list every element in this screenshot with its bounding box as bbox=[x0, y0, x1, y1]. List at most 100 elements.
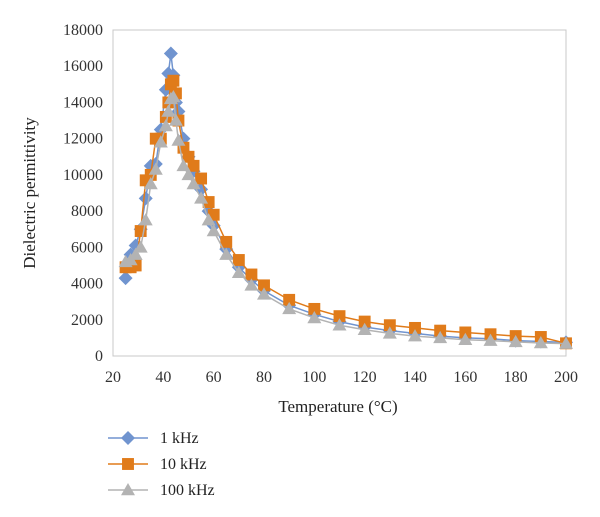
data-point bbox=[129, 259, 142, 272]
legend-label: 100 kHz bbox=[160, 482, 215, 499]
data-point bbox=[118, 271, 133, 286]
data-point bbox=[153, 135, 168, 148]
plot-frame bbox=[112, 29, 567, 357]
x-tick-label: 80 bbox=[256, 369, 272, 386]
data-point bbox=[382, 326, 397, 339]
x-axis-title: Temperature (°C) bbox=[278, 397, 397, 416]
series-10-khz bbox=[119, 74, 572, 350]
data-point bbox=[559, 336, 573, 349]
data-point bbox=[163, 46, 178, 61]
data-point bbox=[177, 141, 190, 154]
legend-marker bbox=[121, 483, 135, 496]
data-point bbox=[206, 224, 221, 237]
data-point bbox=[409, 321, 421, 334]
x-tick-label: 140 bbox=[403, 369, 427, 386]
plot-area-border bbox=[112, 29, 567, 357]
data-point bbox=[168, 113, 183, 126]
series-line bbox=[125, 95, 567, 345]
data-point bbox=[128, 247, 143, 260]
x-tick-label: 20 bbox=[105, 369, 121, 386]
x-tick-label: 60 bbox=[206, 369, 222, 386]
y-tick-label: 2000 bbox=[71, 312, 103, 329]
data-point bbox=[245, 268, 258, 281]
data-point bbox=[357, 322, 372, 335]
data-point bbox=[186, 176, 201, 190]
y-tick-label: 16000 bbox=[63, 58, 103, 75]
data-point bbox=[533, 335, 548, 349]
data-point bbox=[508, 334, 523, 348]
data-point bbox=[138, 191, 153, 206]
legend-item: 10 kHz bbox=[108, 456, 207, 473]
data-point bbox=[333, 310, 346, 323]
data-point bbox=[201, 213, 216, 226]
x-tick-label: 160 bbox=[453, 369, 477, 386]
data-point bbox=[167, 74, 180, 87]
data-point bbox=[138, 213, 153, 226]
y-tick-label: 14000 bbox=[63, 94, 103, 111]
data-point bbox=[166, 90, 181, 103]
data-point bbox=[181, 167, 196, 181]
data-point bbox=[219, 247, 234, 260]
data-point bbox=[161, 104, 176, 117]
data-point bbox=[133, 240, 148, 253]
data-point bbox=[182, 150, 195, 163]
data-point bbox=[483, 333, 498, 346]
data-point bbox=[194, 191, 209, 204]
data-point bbox=[169, 87, 182, 100]
y-tick-label: 12000 bbox=[63, 131, 103, 148]
x-axis-ticks: 20 40 60 80 100 120 140 160 180 200 bbox=[105, 369, 578, 386]
data-point bbox=[187, 159, 200, 172]
series-1-khz bbox=[118, 46, 573, 350]
data-point bbox=[257, 287, 271, 300]
data-point bbox=[408, 329, 422, 342]
legend-label: 1 kHz bbox=[160, 430, 199, 447]
data-point bbox=[358, 315, 371, 328]
data-point bbox=[148, 162, 163, 175]
data-point bbox=[283, 293, 296, 306]
data-point bbox=[232, 254, 245, 266]
data-point bbox=[171, 133, 186, 146]
y-axis-title: Dielectric permittivity bbox=[20, 117, 39, 269]
data-point bbox=[158, 118, 173, 132]
data-point bbox=[383, 319, 396, 332]
data-point bbox=[433, 330, 448, 344]
data-point bbox=[307, 310, 322, 324]
y-tick-label: 18000 bbox=[63, 22, 103, 39]
data-point bbox=[332, 318, 347, 331]
legend-marker bbox=[122, 458, 134, 470]
x-tick-label: 100 bbox=[302, 369, 326, 386]
legend-marker bbox=[121, 431, 135, 445]
data-point bbox=[258, 279, 270, 292]
series-line bbox=[125, 78, 567, 345]
data-point bbox=[308, 302, 321, 315]
y-tick-label: 10000 bbox=[63, 167, 103, 184]
series-line bbox=[124, 53, 567, 344]
data-point bbox=[143, 176, 158, 190]
data-point bbox=[134, 225, 147, 237]
data-point bbox=[144, 168, 157, 181]
data-point bbox=[459, 326, 472, 339]
data-point bbox=[195, 172, 208, 185]
data-point bbox=[202, 196, 215, 209]
data-point bbox=[220, 235, 233, 248]
x-tick-label: 200 bbox=[554, 369, 578, 386]
y-tick-label: 4000 bbox=[71, 276, 103, 293]
x-tick-label: 180 bbox=[504, 369, 528, 386]
series-layer bbox=[118, 46, 573, 350]
legend-label: 10 kHz bbox=[160, 456, 207, 473]
data-point bbox=[159, 110, 172, 123]
legend-item: 100 kHz bbox=[108, 482, 215, 499]
data-point bbox=[176, 158, 191, 172]
data-point bbox=[458, 332, 473, 345]
data-point bbox=[244, 278, 259, 291]
data-point bbox=[282, 301, 297, 315]
y-tick-label: 8000 bbox=[71, 203, 103, 220]
legend-item: 1 kHz bbox=[108, 430, 199, 447]
x-tick-label: 40 bbox=[155, 369, 171, 386]
x-tick-label: 120 bbox=[353, 369, 377, 386]
legend: 1 kHz 10 kHz 100 kHz bbox=[108, 430, 215, 499]
data-point bbox=[434, 324, 447, 337]
data-point bbox=[231, 265, 246, 278]
data-point bbox=[207, 208, 220, 221]
